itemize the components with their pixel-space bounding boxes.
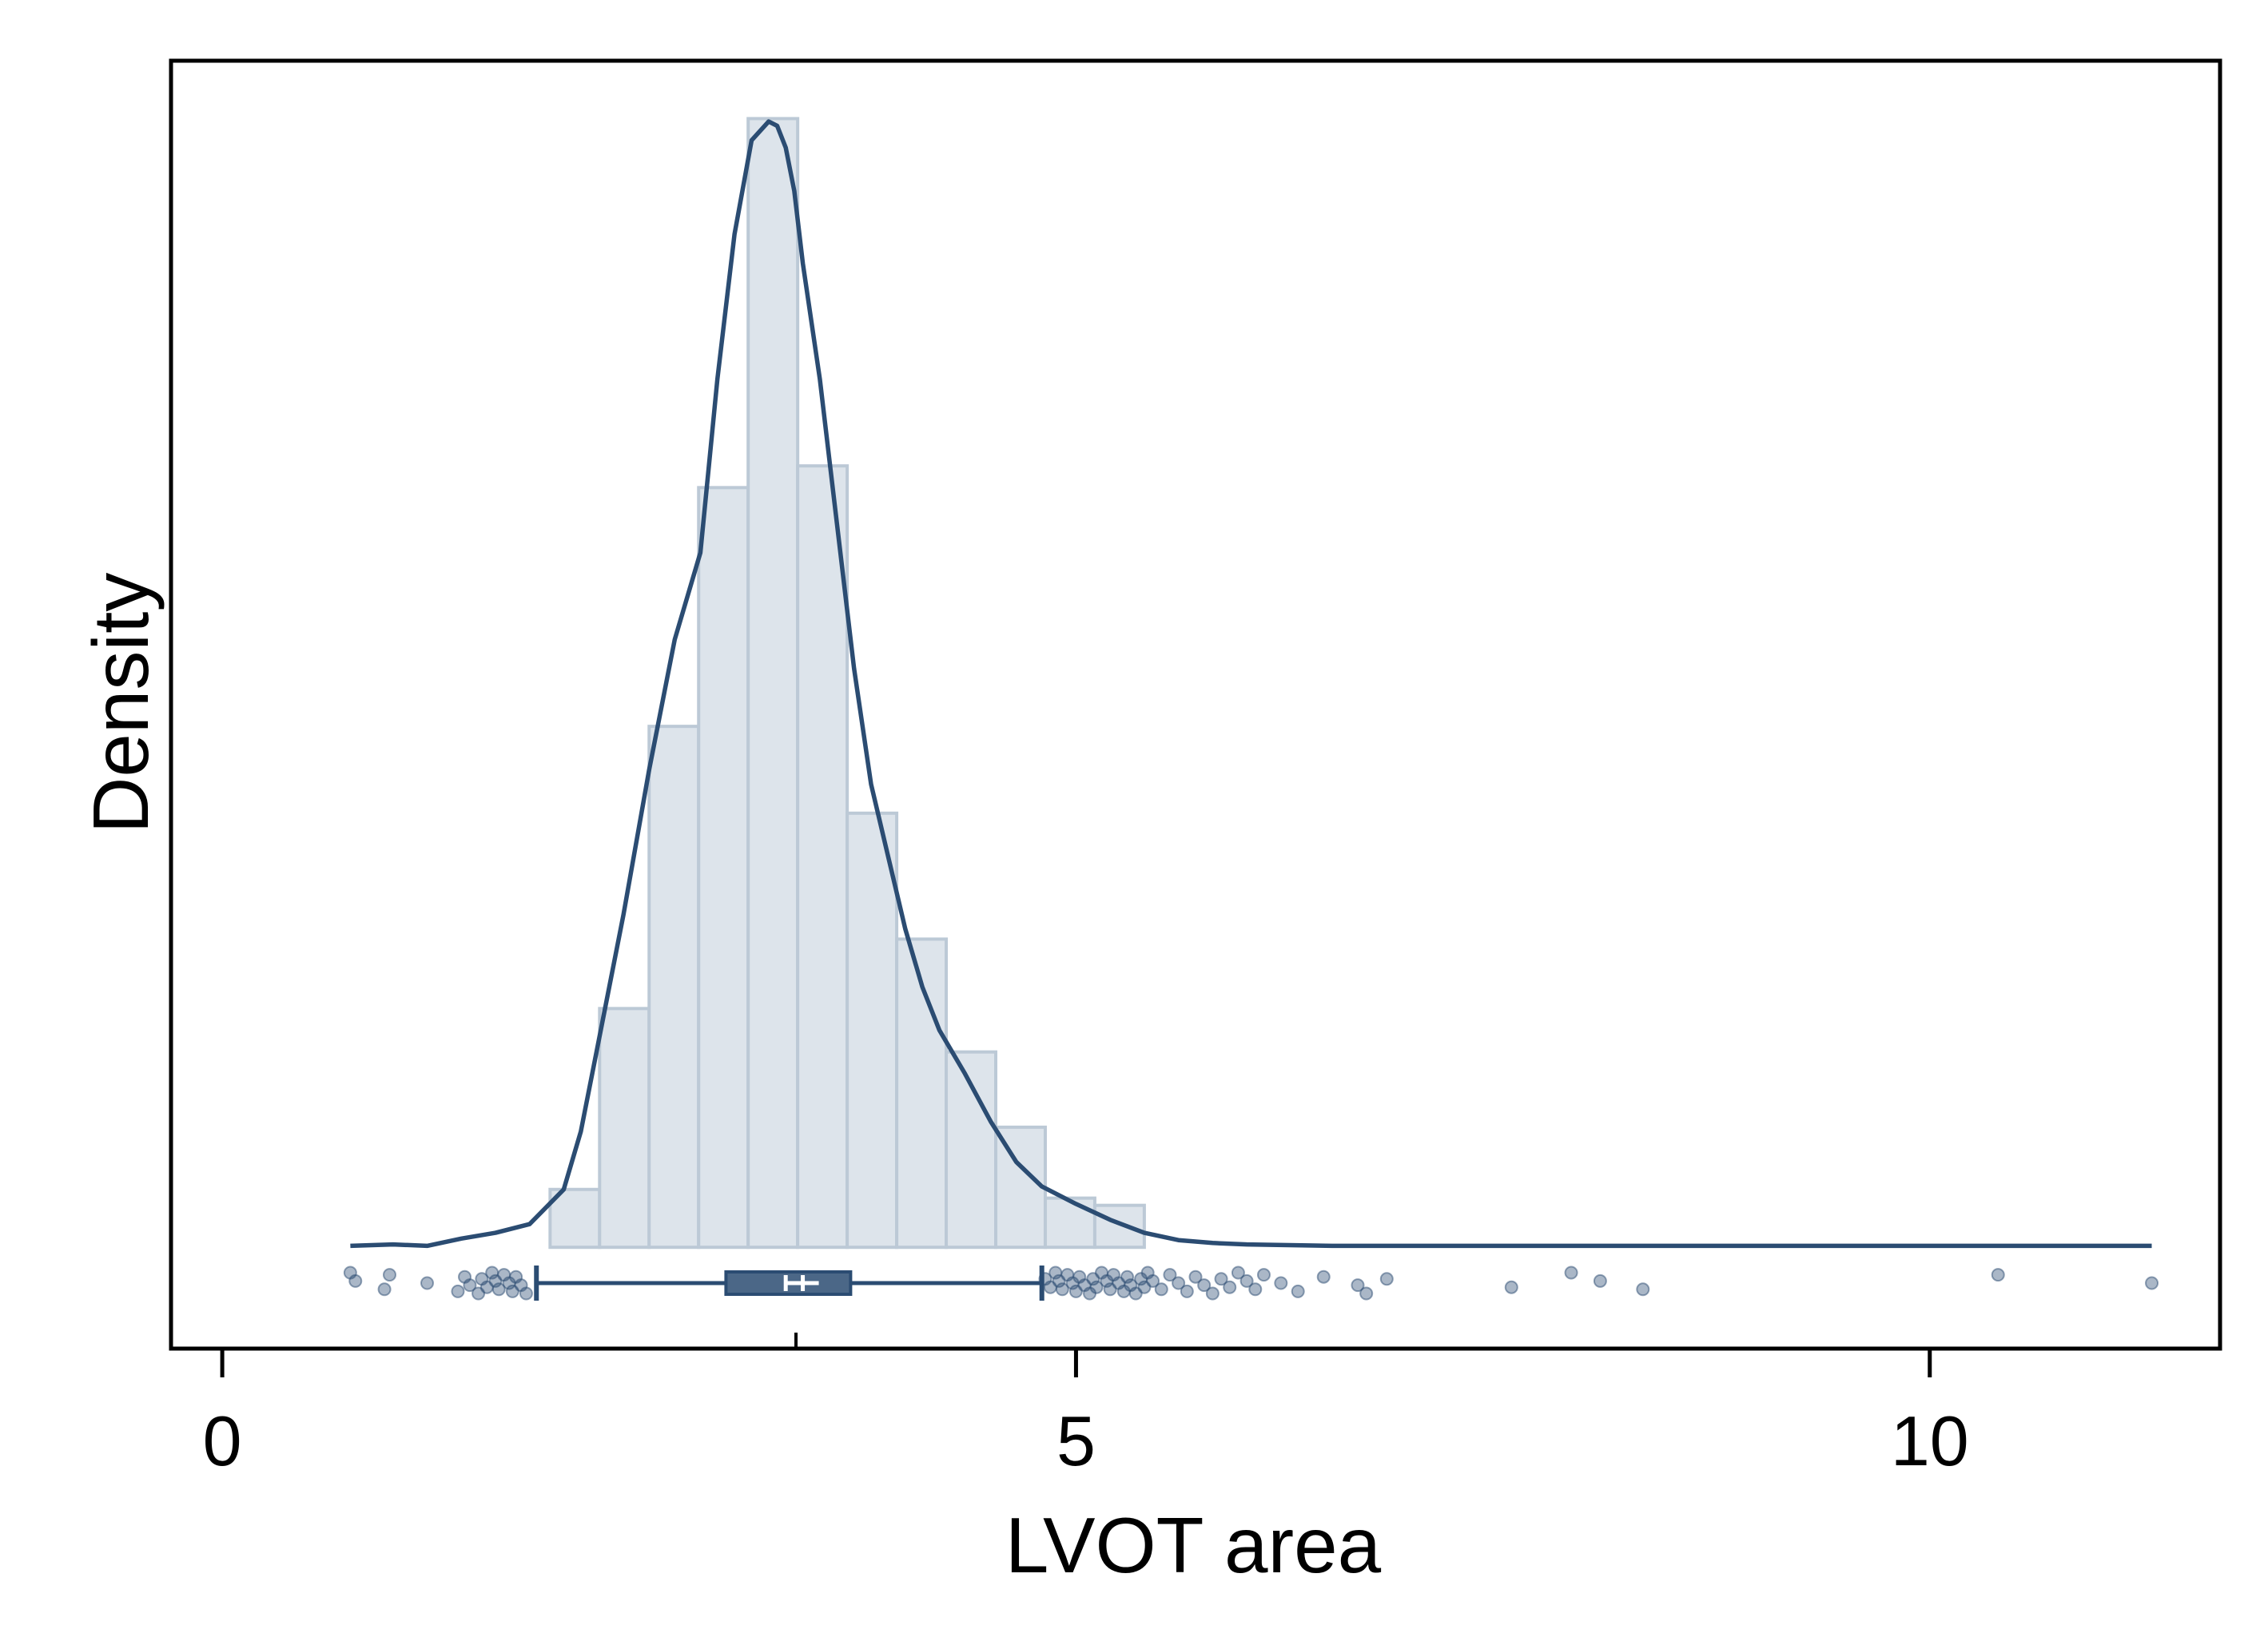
outlier-point bbox=[1180, 1284, 1194, 1298]
outlier-point bbox=[2145, 1276, 2159, 1290]
outlier-point bbox=[1504, 1280, 1518, 1294]
outlier-point bbox=[1564, 1266, 1578, 1280]
outlier-point bbox=[1291, 1284, 1305, 1298]
plot-frame bbox=[169, 58, 2222, 1351]
x-axis-ticks: 0 5 10 bbox=[203, 1333, 1969, 1480]
outlier-point bbox=[1163, 1268, 1177, 1282]
outlier-point bbox=[1055, 1282, 1069, 1297]
outlier-point bbox=[1146, 1274, 1160, 1288]
outlier-point bbox=[1188, 1270, 1203, 1284]
outlier-point bbox=[519, 1286, 533, 1301]
outlier-point bbox=[1172, 1276, 1186, 1290]
outlier-point bbox=[1379, 1272, 1394, 1286]
outlier-point bbox=[1359, 1286, 1374, 1301]
outlier-point bbox=[1239, 1274, 1254, 1288]
histogram-bar bbox=[697, 486, 750, 1250]
outlier-point bbox=[1351, 1278, 1365, 1293]
outlier-point bbox=[1991, 1268, 2005, 1282]
outlier-point bbox=[451, 1284, 465, 1298]
outlier-point bbox=[1154, 1282, 1168, 1297]
histogram-bar bbox=[1043, 1196, 1096, 1250]
x-axis-tick-label: 5 bbox=[1056, 1401, 1096, 1480]
outlier-point bbox=[382, 1268, 396, 1282]
outlier-point bbox=[1223, 1280, 1237, 1294]
histogram-bars bbox=[548, 117, 1146, 1250]
outlier-point bbox=[1248, 1282, 1263, 1297]
outlier-point bbox=[1316, 1270, 1331, 1284]
histogram-bar bbox=[647, 725, 701, 1250]
outlier-point bbox=[463, 1278, 477, 1293]
x-axis-tick-label: 10 bbox=[1891, 1401, 1969, 1480]
histogram-bar bbox=[796, 464, 850, 1250]
outlier-point bbox=[1089, 1280, 1104, 1294]
density-curve bbox=[350, 119, 2152, 1249]
histogram-bar bbox=[548, 1187, 602, 1250]
outlier-point bbox=[1593, 1274, 1607, 1288]
outlier-point bbox=[377, 1282, 392, 1297]
histogram-bar bbox=[746, 117, 800, 1250]
histogram-bar bbox=[846, 811, 899, 1250]
x-axis-label: LVOT area bbox=[1005, 1501, 1382, 1589]
outlier-point bbox=[1636, 1282, 1650, 1297]
outlier-point bbox=[348, 1274, 363, 1288]
box-plot bbox=[534, 1266, 1044, 1301]
histogram-bar bbox=[598, 1007, 651, 1250]
outlier-point bbox=[491, 1282, 506, 1297]
outlier-point bbox=[1214, 1272, 1228, 1286]
outlier-point bbox=[420, 1276, 434, 1290]
y-axis-label: Density bbox=[77, 573, 165, 834]
outlier-point bbox=[1205, 1286, 1220, 1301]
outlier-point bbox=[1231, 1266, 1245, 1280]
histogram-bar bbox=[1092, 1203, 1146, 1250]
outlier-points bbox=[343, 1266, 2159, 1301]
outlier-point bbox=[1197, 1278, 1212, 1293]
x-axis-tick-label: 0 bbox=[203, 1401, 242, 1480]
outlier-point bbox=[1256, 1268, 1271, 1282]
outlier-point bbox=[1274, 1276, 1288, 1290]
